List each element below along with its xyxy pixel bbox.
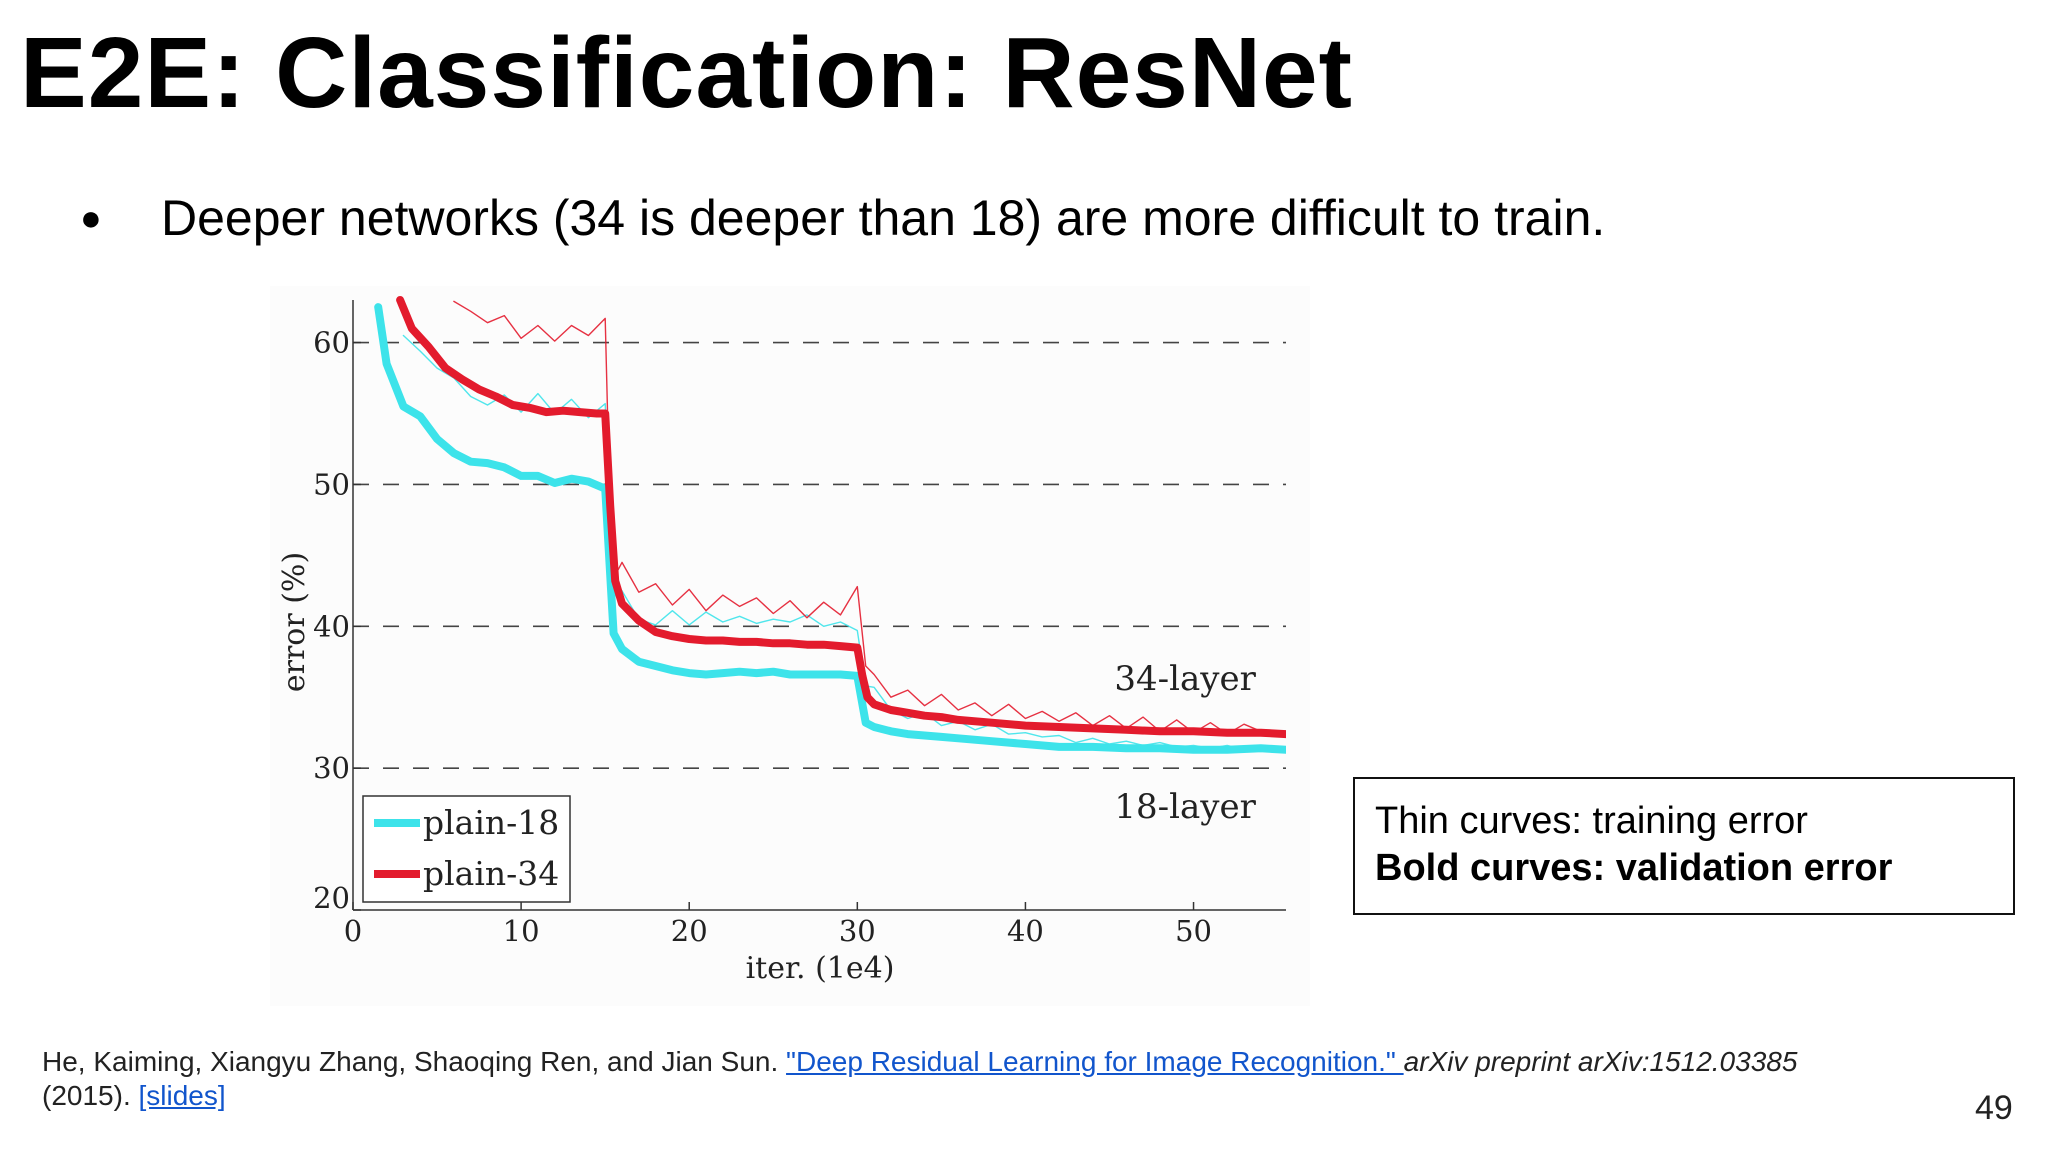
y-tick-label-20: 20 [313, 881, 350, 915]
annotation-18-layer: 18-layer [1114, 787, 1256, 827]
x-axis-label: iter. (1e4) [746, 951, 895, 986]
series-plain-34-validation-line [396, 296, 1286, 739]
citation: He, Kaiming, Xiangyu Zhang, Shaoqing Ren… [42, 1045, 1902, 1113]
y-tick-label-50: 50 [313, 467, 350, 501]
curve-legend-note: Thin curves: training error Bold curves:… [1353, 777, 2015, 915]
slide-title: E2E: Classification: ResNet [20, 17, 1353, 129]
x-tick-label-0: 0 [344, 914, 362, 948]
citation-authors: He, Kaiming, Xiangyu Zhang, Shaoqing Ren… [42, 1046, 787, 1077]
y-tick-label-30: 30 [313, 751, 350, 785]
y-axis-label: error (%) [277, 552, 312, 692]
legend-frame [362, 795, 571, 903]
slides-link[interactable]: [slides] [138, 1080, 226, 1111]
slide-number: 49 [1975, 1089, 2013, 1127]
legend-label-plain-34: plain-34 [423, 854, 559, 893]
chart-legend: plain-18 plain-34 [362, 795, 571, 903]
x-tick-label-30: 30 [839, 914, 876, 948]
x-tick-label-10: 10 [503, 914, 540, 948]
series-plain-18-validation-line [374, 303, 1286, 754]
bullet-marker: ● [80, 197, 102, 238]
x-tick-label-20: 20 [671, 914, 708, 948]
note-validation-error: Bold curves: validation error [1375, 847, 1893, 889]
bullet-text: Deeper networks (34 is deeper than 18) a… [161, 190, 1606, 246]
y-tick-label-40: 40 [313, 609, 350, 643]
y-tick-label-60: 60 [313, 326, 350, 360]
citation-year: (2015). [42, 1080, 139, 1111]
series-plain-34-training-line [453, 300, 1279, 735]
chart-svg: 20 30 40 50 60 0 10 20 30 40 50 iter. (1e4) error … [277, 296, 1286, 986]
note-training-error: Thin curves: training error [1375, 800, 1808, 842]
legend-label-plain-18: plain-18 [423, 803, 559, 842]
x-tick-label-40: 40 [1007, 914, 1044, 948]
x-tick-label-50: 50 [1175, 914, 1212, 948]
paper-title-link[interactable]: "Deep Residual Learning for Image Recogn… [786, 1046, 1404, 1077]
annotation-34-layer: 34-layer [1114, 659, 1256, 699]
training-error-chart: 20 30 40 50 60 0 10 20 30 40 50 iter. (1e4) error … [270, 286, 1310, 1006]
citation-venue: arXiv preprint arXiv:1512.03385 [1403, 1046, 1798, 1077]
